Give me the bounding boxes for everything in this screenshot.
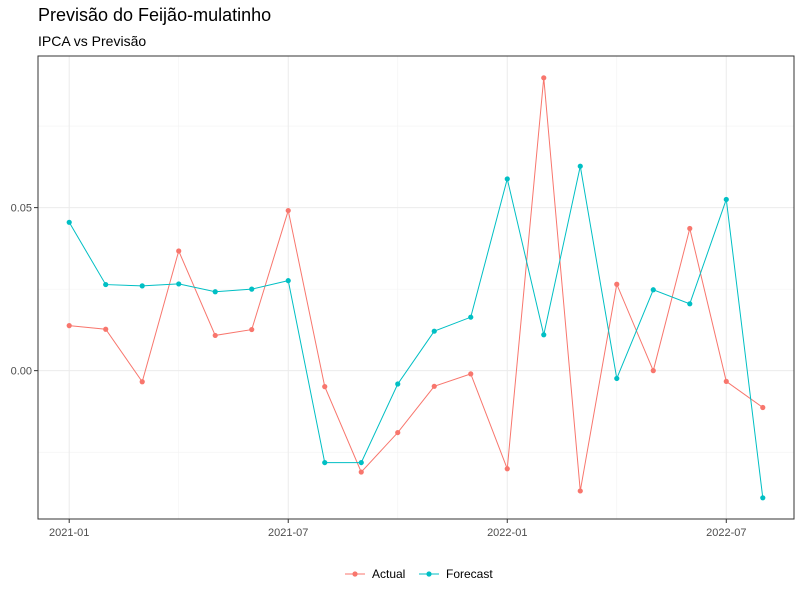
legend-item-actual: Actual — [345, 567, 405, 581]
legend: Actual Forecast — [345, 567, 493, 581]
plot-panel-background — [38, 56, 794, 519]
data-point-forecast — [614, 375, 620, 382]
data-point-actual — [723, 378, 729, 385]
data-point-forecast — [103, 281, 109, 288]
series-actual — [66, 75, 766, 494]
data-point-actual — [504, 466, 510, 472]
data-point-forecast — [468, 314, 474, 320]
data-point-actual — [249, 326, 255, 333]
data-point-forecast — [723, 196, 729, 203]
data-point-forecast — [577, 163, 583, 169]
data-point-forecast — [139, 283, 145, 289]
axis-layer: 2021-01 2021-07 2022-01 2022-07 0.00 0.05 — [11, 203, 747, 539]
data-point-actual — [760, 404, 766, 411]
data-point-actual — [431, 383, 437, 389]
data-point-actual — [577, 488, 583, 494]
data-point-actual — [687, 225, 693, 232]
legend-key-point — [426, 571, 432, 577]
x-tick-label: 2021-01 — [49, 527, 89, 539]
series-layer — [66, 75, 766, 501]
data-point-forecast — [395, 381, 401, 387]
series-forecast — [66, 163, 766, 501]
data-point-forecast — [760, 495, 766, 501]
data-point-actual — [212, 332, 218, 339]
data-point-actual — [468, 371, 474, 377]
grid-lines — [38, 56, 794, 519]
data-point-forecast — [650, 287, 656, 293]
x-tick-label: 2022-01 — [487, 527, 527, 539]
legend-label: Actual — [372, 567, 405, 581]
plot-panel-border — [37, 55, 795, 520]
legend-label: Forecast — [446, 567, 493, 581]
data-point-actual — [358, 469, 364, 475]
data-point-forecast — [285, 278, 291, 284]
data-point-forecast — [212, 289, 218, 295]
data-point-forecast — [66, 219, 72, 225]
data-point-forecast — [504, 176, 510, 182]
y-tick-label: 0.00 — [11, 366, 32, 378]
x-tick-label: 2021-07 — [268, 527, 308, 539]
series-line-actual — [69, 77, 764, 492]
data-point-forecast — [176, 281, 182, 287]
data-point-actual — [176, 248, 182, 254]
data-point-actual — [322, 384, 328, 390]
chart-subtitle: IPCA vs Previsão — [38, 33, 147, 49]
x-tick-label: 2022-07 — [706, 527, 746, 539]
data-point-actual — [650, 368, 656, 374]
data-point-forecast — [541, 332, 547, 338]
data-point-forecast — [431, 328, 437, 334]
data-point-actual — [103, 326, 109, 332]
data-point-forecast — [358, 459, 364, 466]
y-tick-label: 0.05 — [11, 203, 32, 215]
data-point-actual — [395, 429, 401, 436]
data-point-actual — [66, 323, 72, 329]
chart-title: Previsão do Feijão-mulatinho — [38, 5, 272, 25]
data-point-forecast — [687, 301, 693, 307]
data-point-forecast — [249, 286, 255, 292]
legend-key-point — [352, 571, 358, 577]
series-line-forecast — [68, 166, 764, 498]
data-point-forecast — [322, 459, 328, 466]
data-point-actual — [614, 281, 620, 287]
data-point-actual — [285, 207, 291, 214]
legend-item-forecast: Forecast — [419, 567, 493, 581]
data-point-actual — [541, 75, 547, 81]
data-point-actual — [139, 379, 145, 385]
